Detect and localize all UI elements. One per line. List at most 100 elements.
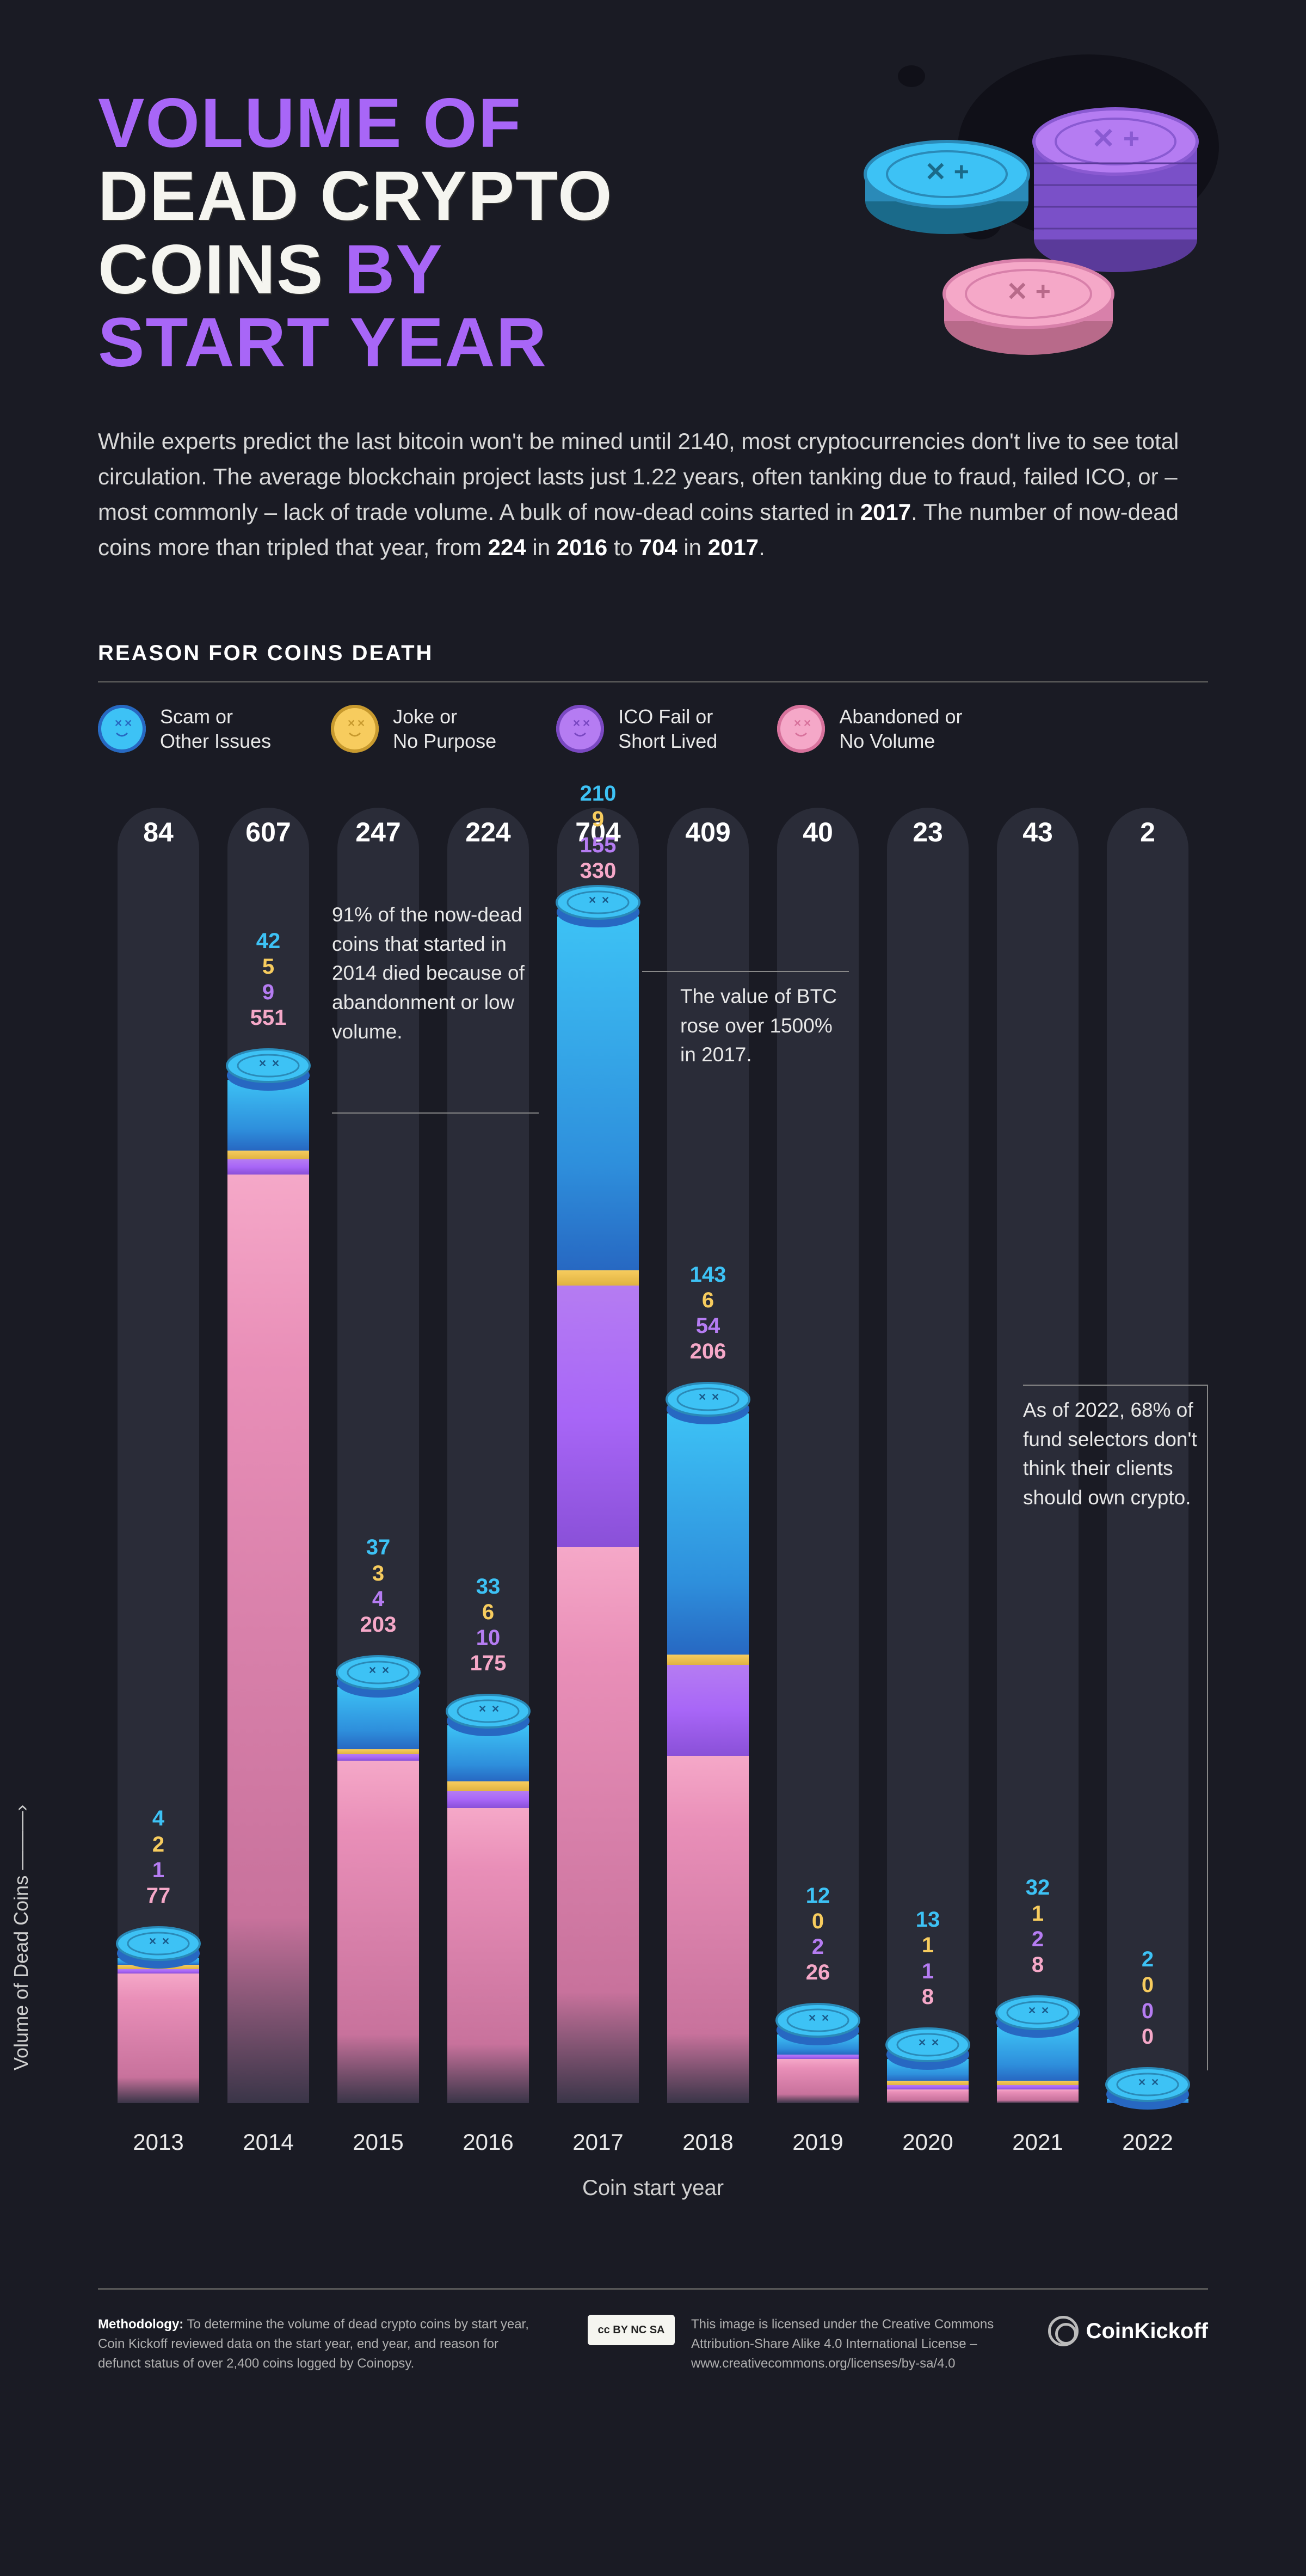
legend-label: Scam orOther Issues [160, 704, 271, 753]
bar-total: 40 [803, 816, 833, 848]
x-tick: 2014 [213, 2129, 323, 2155]
bar-segment [118, 1974, 199, 2103]
svg-text:✕: ✕ [162, 1936, 170, 1947]
bar-segment [997, 2085, 1079, 2089]
title-line1: VOLUME OF [98, 84, 522, 162]
x-tick: 2020 [873, 2129, 983, 2155]
legend-label: Joke orNo Purpose [393, 704, 496, 753]
hero-coin-art: ✕ + ✕ + [816, 87, 1208, 370]
bar-segment [997, 2081, 1079, 2085]
brand-logo-icon [1048, 2316, 1079, 2346]
bar-2017: 704✕✕2109155330 [543, 808, 653, 2103]
chart: Volume of Dead Coins ———› 84✕✕42177607✕✕… [98, 808, 1208, 2212]
legend-item-joke: ✕✕Joke orNo Purpose [331, 704, 496, 753]
svg-text:✕: ✕ [1028, 2005, 1036, 2016]
bar-cap-coin-icon: ✕✕ [115, 1922, 202, 1970]
svg-text:✕: ✕ [931, 2037, 939, 2048]
svg-text:✕: ✕ [381, 1665, 390, 1676]
intro-paragraph: While experts predict the last bitcoin w… [98, 423, 1186, 565]
svg-text:✕ +: ✕ + [925, 158, 969, 187]
svg-text:✕: ✕ [601, 895, 609, 906]
annotation-2014: 91% of the now-dead coins that started i… [332, 900, 528, 1046]
footer: Methodology: To determine the volume of … [98, 2288, 1208, 2374]
bar-breakdown: 143654206 [690, 1262, 726, 1365]
bar-segment [337, 1749, 419, 1754]
legend: ✕✕Scam orOther Issues✕✕Joke orNo Purpose… [98, 704, 1208, 753]
bar-breakdown: 3734203 [360, 1535, 397, 1638]
svg-text:✕: ✕ [272, 1058, 280, 1069]
bar-segment [337, 1754, 419, 1761]
bar-segment [447, 1781, 529, 1792]
svg-text:✕: ✕ [588, 895, 596, 906]
bar-breakdown: 13118 [916, 1907, 940, 2010]
svg-text:✕: ✕ [711, 1392, 719, 1403]
x-axis: 2013201420152016201720182019202020212022 [98, 2129, 1208, 2155]
bar-track: 23✕✕13118 [887, 808, 969, 2103]
bar-segment [777, 2055, 859, 2059]
svg-text:✕: ✕ [149, 1936, 157, 1947]
bar-segment [227, 1159, 309, 1175]
bar-cap-coin-icon: ✕✕ [664, 1378, 751, 1425]
footer-license: cc BY NC SA This image is licensed under… [588, 2315, 1005, 2374]
svg-text:✕: ✕ [357, 718, 365, 729]
svg-text:✕ +: ✕ + [1092, 123, 1139, 155]
legend-item-scam: ✕✕Scam orOther Issues [98, 704, 271, 753]
brand-logo: CoinKickoff [1048, 2315, 1208, 2347]
svg-text:✕: ✕ [114, 718, 122, 729]
bar-segment [887, 2089, 969, 2103]
x-axis-label: Coin start year [98, 2176, 1208, 2200]
bar-cap-coin-icon: ✕✕ [445, 1689, 532, 1737]
bar-segment [557, 917, 639, 1270]
x-tick: 2016 [433, 2129, 543, 2155]
footer-methodology: Methodology: To determine the volume of … [98, 2315, 544, 2374]
legend-label: Abandoned orNo Volume [839, 704, 962, 753]
bar-total: 224 [465, 816, 510, 848]
bar-segment [667, 1655, 749, 1665]
svg-text:✕: ✕ [821, 2013, 829, 2024]
bar-segment [557, 1270, 639, 1286]
svg-text:✕: ✕ [803, 718, 811, 729]
bar-track: 84✕✕42177 [118, 808, 199, 2103]
license-text: This image is licensed under the Creativ… [691, 2315, 1005, 2374]
bar-segment [447, 1808, 529, 2103]
bar-2013: 84✕✕42177 [103, 808, 213, 2103]
bar-total: 607 [245, 816, 291, 848]
section-title: REASON FOR COINS DEATH [98, 641, 1208, 683]
svg-text:✕ +: ✕ + [1006, 278, 1051, 306]
bar-segment [227, 1151, 309, 1159]
bar-track: 704✕✕2109155330 [557, 808, 639, 2103]
x-tick: 2021 [983, 2129, 1093, 2155]
bar-total: 84 [143, 816, 174, 848]
bar-breakdown: 42177 [146, 1806, 171, 1909]
bar-segment [667, 1665, 749, 1756]
bar-track: 607✕✕4259551 [227, 808, 309, 2103]
x-tick: 2013 [103, 2129, 213, 2155]
bar-2020: 23✕✕13118 [873, 808, 983, 2103]
bar-cap-coin-icon: ✕✕ [555, 881, 642, 929]
bar-cap-coin-icon: ✕✕ [335, 1651, 422, 1699]
legend-item-abandoned: ✕✕Abandoned orNo Volume [777, 704, 962, 753]
bar-total: 409 [685, 816, 730, 848]
bar-segment [997, 2089, 1079, 2103]
bar-breakdown: 2000 [1142, 1947, 1154, 2050]
header: VOLUME OF DEAD CRYPTO COINS BY START YEA… [98, 87, 1208, 380]
x-tick: 2017 [543, 2129, 653, 2155]
title-line3b: BY [324, 231, 443, 309]
svg-text:✕: ✕ [698, 1392, 706, 1403]
title-line2: DEAD CRYPTO [98, 157, 613, 235]
bar-breakdown: 120226 [806, 1883, 830, 1986]
x-tick: 2019 [763, 2129, 873, 2155]
svg-text:✕: ✕ [572, 718, 581, 729]
bar-cap-coin-icon: ✕✕ [774, 1999, 861, 2046]
y-axis-label: Volume of Dead Coins ———› [10, 1805, 33, 2070]
bar-cap-coin-icon: ✕✕ [1104, 2063, 1191, 2111]
x-tick: 2015 [323, 2129, 433, 2155]
svg-text:✕: ✕ [808, 2013, 816, 2024]
svg-text:✕: ✕ [1041, 2005, 1049, 2016]
bar-segment [557, 1547, 639, 2103]
svg-text:✕: ✕ [1151, 2077, 1159, 2088]
ico-coin-icon: ✕✕ [556, 705, 604, 753]
x-tick: 2018 [653, 2129, 763, 2155]
bar-total: 247 [355, 816, 401, 848]
annotation-2022: As of 2022, 68% of fund selectors don't … [1023, 1395, 1208, 1513]
